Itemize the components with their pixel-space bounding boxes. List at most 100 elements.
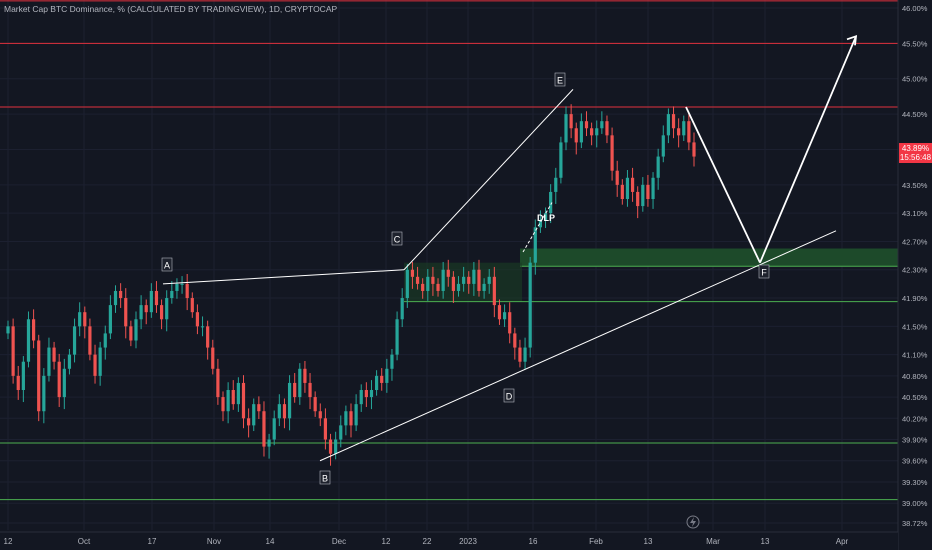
candle-body (487, 276, 491, 284)
candle-body (308, 382, 312, 398)
projection-down (685, 106, 761, 264)
label-e: E (557, 76, 563, 86)
y-tick-label: 41.10% (902, 351, 928, 360)
x-tick-label: 22 (423, 537, 432, 546)
x-tick-label: 14 (266, 537, 275, 546)
candle-body (574, 128, 578, 143)
y-tick-label: 42.30% (902, 266, 928, 275)
label-box (503, 388, 515, 403)
point-labels: A B C D E F DLP (161, 72, 770, 485)
lightning-icon (686, 515, 700, 529)
candle-body (190, 298, 194, 313)
candle-body (661, 135, 665, 157)
candle-body (590, 128, 594, 136)
candle-body (641, 184, 645, 207)
y-tick-label: 39.90% (902, 436, 928, 445)
y-tick-label: 39.60% (902, 457, 928, 466)
candle-body (149, 290, 153, 313)
y-tick-label: 43.10% (902, 209, 928, 218)
x-tick-label: 16 (529, 537, 538, 546)
candle-body (293, 382, 297, 398)
candle-body (103, 333, 107, 348)
y-tick-label: 45.50% (902, 39, 928, 48)
y-tick-label: 38.72% (902, 519, 928, 528)
y-tick-label: 40.50% (902, 393, 928, 402)
candle-body (241, 382, 246, 419)
candle-body (374, 375, 379, 391)
candle-body (380, 375, 384, 383)
countdown-timer: 15:56:48 (899, 153, 932, 162)
candle-body (651, 177, 655, 200)
candle-body (165, 298, 169, 320)
lightning-icon-bolt (690, 517, 696, 527)
label-box (391, 231, 403, 246)
candle-body (559, 142, 563, 178)
candle-body (139, 305, 143, 320)
chart-grid (0, 0, 898, 530)
candle-body (88, 326, 92, 355)
candle-body (124, 298, 128, 327)
candle-body (410, 269, 415, 277)
candle-body (554, 177, 558, 192)
candle-body (354, 404, 358, 426)
candle-body (390, 354, 394, 369)
chart-title: Market Cap BTC Dominance, % (CALCULATED … (4, 4, 338, 14)
candle-body (605, 121, 609, 136)
candle-body (359, 390, 363, 405)
candle-body (502, 312, 507, 320)
candle-body (569, 114, 573, 129)
candle-body (666, 114, 671, 136)
candle-body (426, 276, 430, 291)
candle-body (543, 213, 548, 221)
trendline-c-e (403, 89, 574, 271)
label-box (554, 72, 566, 87)
candle-body (62, 368, 66, 398)
candle-body (98, 347, 102, 376)
candle-body (21, 361, 25, 391)
candle-body (323, 418, 328, 440)
label-dlp: DLP (537, 213, 555, 223)
candle-body (277, 404, 281, 419)
y-tick-label: 45.00% (902, 75, 928, 84)
x-axis[interactable]: 12 Oct 17 Nov 14 Dec 12 22 2023 16 Feb 13 Mar 13 Apr (0, 515, 898, 550)
candle-body (200, 326, 205, 328)
y-tick-label: 40.20% (902, 414, 928, 423)
candle-body (405, 269, 409, 299)
y-axis[interactable]: 46.00%45.50%45.00%44.50%44.00%43.50%43.1… (897, 0, 932, 550)
candle-body (159, 305, 164, 320)
candle-body (615, 170, 619, 185)
candle-body (221, 397, 225, 412)
candle-body (272, 418, 276, 440)
label-a: A (164, 261, 170, 271)
candle-body (467, 276, 471, 284)
candle-body (344, 411, 348, 426)
candle-body (262, 411, 266, 447)
candle-body (456, 283, 461, 291)
x-tick-label: Dec (332, 537, 346, 546)
candle-body (472, 269, 476, 284)
x-axis-bg (0, 532, 898, 550)
x-tick-label: Feb (589, 537, 603, 546)
y-tick-label: 42.70% (902, 237, 928, 246)
candle-body (656, 156, 660, 178)
candle-body (636, 191, 640, 207)
candle-body (47, 347, 51, 376)
trendline-b-support (319, 230, 837, 462)
x-tick-label: Nov (207, 537, 221, 546)
candle-body (252, 404, 256, 426)
candle-body (78, 312, 82, 327)
trendline-a-c (162, 269, 405, 285)
candle-body (518, 347, 522, 362)
candle-body (339, 425, 343, 440)
y-tick-label: 41.90% (902, 294, 928, 303)
candle-body (37, 340, 41, 412)
candle-body (334, 439, 338, 454)
label-b: B (322, 474, 328, 484)
candle-body (185, 283, 189, 299)
candle-body (180, 283, 184, 285)
candle-body (67, 354, 72, 369)
candle-body (625, 177, 630, 200)
candle-body (282, 404, 287, 419)
candle-body (57, 361, 61, 398)
